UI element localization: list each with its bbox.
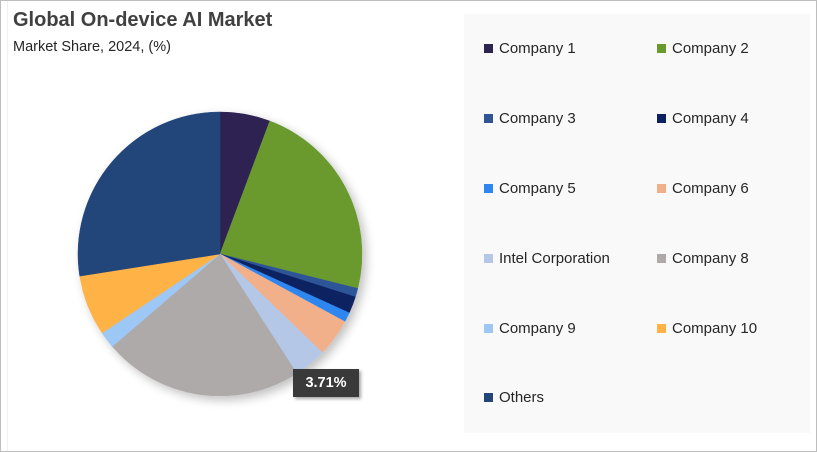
- legend-label: Company 3: [499, 110, 576, 127]
- pie-chart: [61, 97, 381, 417]
- legend-item-company-3[interactable]: Company 3: [484, 110, 576, 127]
- legend-label: Company 1: [499, 40, 576, 57]
- chart-title: Global On-device AI Market: [13, 9, 273, 31]
- legend-item-company-9[interactable]: Company 9: [484, 320, 576, 337]
- legend-label: Company 4: [672, 110, 749, 127]
- frame-divider: [7, 1, 8, 451]
- pie-slice-company-2[interactable]: [219, 120, 363, 289]
- legend-label: Company 10: [672, 320, 758, 337]
- legend-item-company-4[interactable]: Company 4: [657, 110, 749, 127]
- legend-label: Company 5: [499, 180, 576, 197]
- legend-label: Company 6: [672, 180, 749, 197]
- legend-item-company-5[interactable]: Company 5: [484, 180, 576, 197]
- legend-swatch-icon: [484, 393, 493, 402]
- legend-swatch-icon: [657, 324, 666, 333]
- legend-label: Company 8: [672, 250, 749, 267]
- legend-item-intel-corporation[interactable]: Intel Corporation: [484, 250, 610, 267]
- legend-swatch-icon: [484, 254, 493, 263]
- legend-item-company-8[interactable]: Company 8: [657, 250, 749, 267]
- legend-item-company-1[interactable]: Company 1: [484, 40, 576, 57]
- legend-label: Company 9: [499, 320, 576, 337]
- legend-swatch-icon: [484, 114, 493, 123]
- intel-data-label: 3.71%: [293, 369, 359, 397]
- legend-item-company-10[interactable]: Company 10: [657, 320, 757, 337]
- legend-label: Others: [499, 389, 545, 406]
- legend: Company 1 Company 2 Company 3 Company 4 …: [464, 14, 810, 433]
- legend-swatch-icon: [657, 254, 666, 263]
- legend-item-company-6[interactable]: Company 6: [657, 180, 749, 197]
- legend-swatch-icon: [657, 44, 666, 53]
- legend-item-others[interactable]: Others: [484, 389, 544, 406]
- legend-swatch-icon: [657, 184, 666, 193]
- legend-swatch-icon: [484, 44, 493, 53]
- legend-swatch-icon: [484, 324, 493, 333]
- pie-svg: [77, 111, 363, 397]
- legend-label: Company 2: [672, 40, 749, 57]
- chart-subtitle: Market Share, 2024, (%): [13, 39, 171, 55]
- legend-swatch-icon: [657, 114, 666, 123]
- legend-item-company-2[interactable]: Company 2: [657, 40, 749, 57]
- legend-label: Intel Corporation: [499, 250, 610, 267]
- pie-slice-company-8[interactable]: [111, 253, 298, 397]
- legend-swatch-icon: [484, 184, 493, 193]
- pie-slice-others[interactable]: [77, 111, 221, 277]
